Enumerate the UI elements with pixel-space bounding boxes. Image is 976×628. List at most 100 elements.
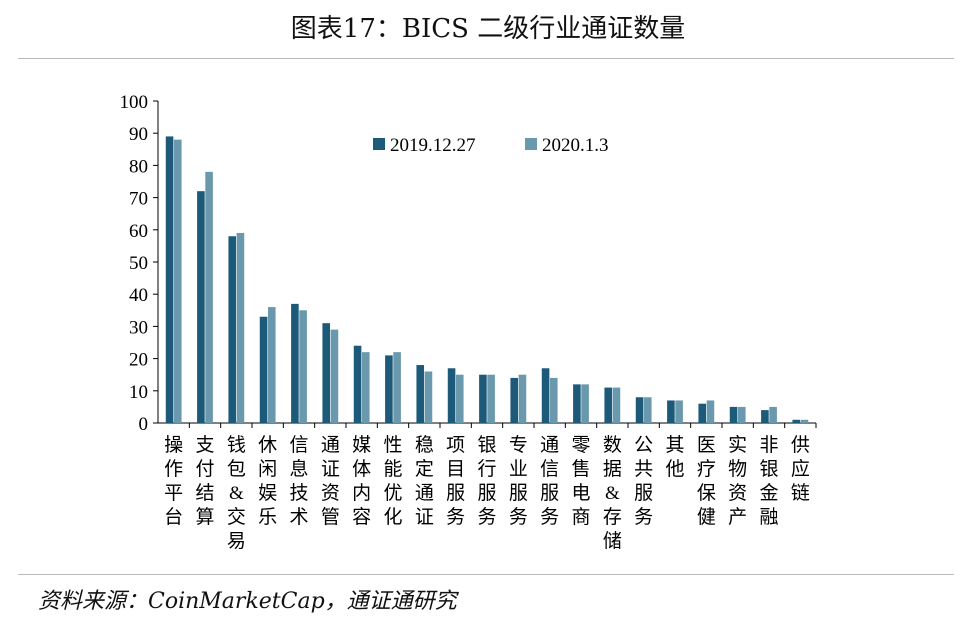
x-tick-label: 优: [383, 482, 402, 504]
x-tick-label: 通: [321, 434, 340, 456]
x-tick-label: 服: [634, 483, 653, 504]
bar-series2: [455, 374, 464, 423]
bar-series2: [643, 397, 652, 423]
x-tick-label: 休: [258, 434, 277, 456]
bar-series2: [393, 352, 401, 423]
x-tick-label: 务: [634, 506, 653, 528]
x-tick-label: 银: [759, 458, 778, 480]
x-tick-label: 结: [195, 482, 214, 504]
x-tick-label: 通: [540, 434, 559, 456]
x-tick-label: 产: [728, 506, 747, 528]
x-tick-label: 专: [509, 434, 528, 456]
legend-label: 2019.12.27: [390, 135, 476, 156]
x-tick-label: 性: [383, 434, 402, 456]
y-tick-label: 20: [129, 350, 148, 371]
x-tick-label: 务: [477, 506, 496, 528]
x-tick-label: 钱: [227, 434, 246, 456]
x-tick-label: 作: [164, 458, 183, 480]
legend-swatch: [525, 138, 537, 150]
bar-series1: [385, 355, 393, 423]
x-tick-label: 乐: [258, 506, 277, 528]
x-tick-label: 能: [383, 458, 402, 480]
x-tick-label: 支: [195, 434, 214, 456]
bar-series1: [165, 136, 174, 424]
x-tick-label: &: [605, 483, 620, 504]
bar-series2: [769, 406, 777, 423]
bar-series1: [510, 377, 519, 423]
x-tick-label: 项: [446, 435, 465, 456]
x-tick-label: 服: [477, 483, 496, 504]
x-tick-label: 服: [540, 483, 559, 504]
bar-series2: [612, 387, 621, 423]
x-tick-label: 保: [697, 482, 716, 504]
x-tick-label: 信: [540, 458, 559, 480]
x-tick-label: 数: [603, 434, 622, 456]
bar-series1: [353, 345, 362, 423]
y-tick-label: 50: [129, 253, 148, 274]
bar-series2: [549, 377, 558, 423]
x-tick-label: 容: [352, 506, 371, 528]
x-tick-label: 操: [164, 434, 183, 456]
chart-axes: 0 10 20 30 40 50 60 70 80 90 100: [120, 92, 817, 435]
x-tick-label: 售: [571, 458, 590, 480]
y-tick-label: 30: [129, 317, 148, 338]
x-tick-label: 公: [634, 435, 653, 456]
bar-series2: [487, 374, 495, 423]
bar-series2: [675, 400, 683, 423]
source-note: 资料来源：CoinMarketCap，通证通研究: [38, 589, 457, 614]
top-divider: [18, 58, 954, 59]
x-tick-label: 娱: [258, 482, 277, 504]
bar-series2: [236, 233, 245, 423]
x-tick-label: 包: [227, 458, 246, 480]
x-tick-label: 据: [603, 458, 622, 480]
x-tick-label: 健: [697, 506, 716, 528]
bar-series1: [729, 406, 738, 423]
x-tick-label: 通: [415, 482, 434, 504]
x-tick-label: 疗: [697, 458, 716, 480]
x-tick-label: 务: [509, 506, 528, 528]
bar-series1: [761, 410, 769, 423]
bar-series2: [800, 419, 809, 423]
x-tick-label: 体: [352, 458, 371, 480]
bar-series2: [173, 139, 182, 423]
x-tick-label: 商: [571, 506, 590, 528]
y-tick-label: 0: [139, 414, 149, 435]
x-tick-label: 电: [571, 482, 590, 504]
x-tick-label: 共: [634, 458, 653, 480]
x-tick-label: 技: [289, 482, 308, 504]
x-tick-label: 业: [509, 458, 528, 480]
x-tick-label: 信: [289, 434, 308, 456]
x-tick-label: 服: [446, 483, 465, 504]
y-tick-label: 90: [129, 124, 148, 145]
x-tick-label: 证: [321, 458, 340, 480]
bar-series1: [479, 374, 487, 423]
x-tick-label: 交: [227, 506, 246, 528]
y-tick-label: 80: [129, 156, 148, 177]
bar-series1: [698, 403, 707, 423]
x-tick-label: 目: [446, 459, 465, 480]
y-tick-label: 40: [129, 285, 148, 306]
x-tick-label: 银: [477, 434, 496, 456]
x-tick-label: 术: [289, 506, 308, 528]
bar-series1: [228, 236, 237, 423]
bottom-divider: [18, 574, 954, 575]
x-tick-label: 息: [289, 458, 308, 480]
bar-series1: [604, 387, 613, 423]
chart-legend: 2019.12.27 2020.1.3: [373, 135, 609, 156]
bar-series1: [259, 316, 268, 423]
bar-series2: [518, 374, 527, 423]
chart-title: 图表17：BICS 二级行业通证数量: [290, 14, 686, 44]
bar-series2: [706, 400, 715, 423]
x-tick-label: 储: [603, 530, 622, 552]
x-tick-label: 金: [759, 482, 778, 504]
x-tick-label: 物: [728, 458, 747, 480]
x-tick-label: 闲: [258, 458, 277, 480]
bar-series2: [299, 310, 307, 423]
bar-series2: [424, 371, 433, 423]
x-tick-label: 媒: [352, 434, 371, 456]
x-tick-label: 非: [759, 434, 778, 456]
x-tick-label: 易: [227, 531, 246, 552]
y-tick-label: 70: [129, 189, 148, 210]
legend-swatch: [373, 138, 385, 150]
x-tick-label: 应: [791, 458, 810, 480]
